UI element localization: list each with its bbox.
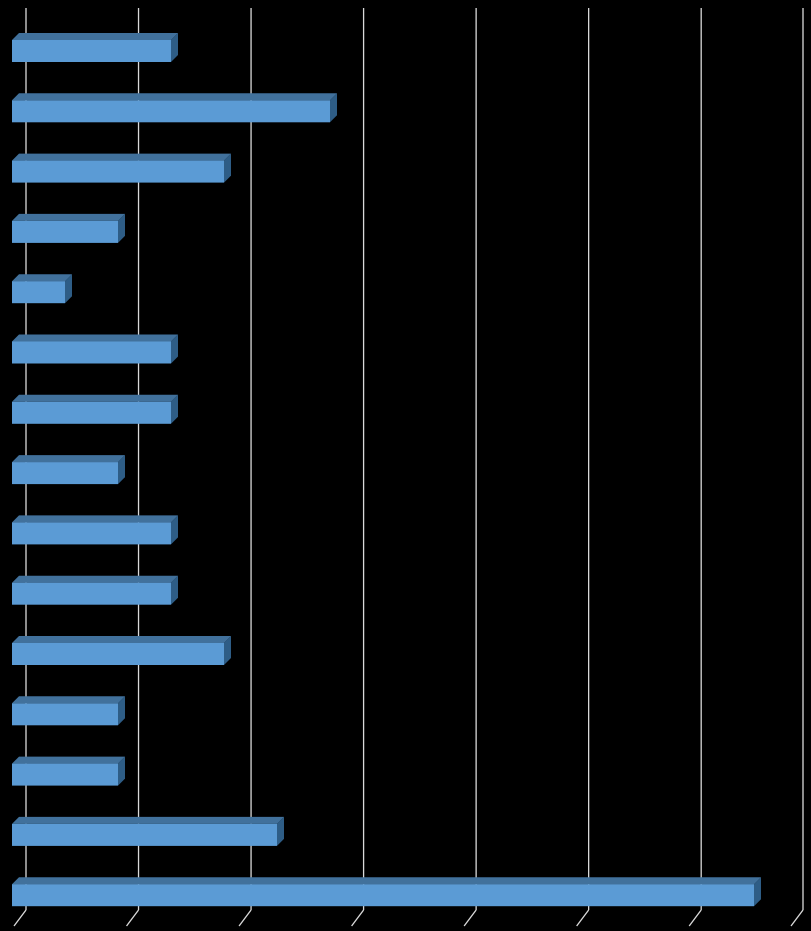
floor-tick-6 xyxy=(688,909,702,927)
bar-side-face xyxy=(65,274,72,304)
floor-tick-1 xyxy=(126,909,140,927)
bars xyxy=(12,33,761,907)
bar-8 xyxy=(12,455,125,485)
bar-top-face xyxy=(12,877,761,885)
bar-front-face xyxy=(12,823,277,846)
bar-5 xyxy=(12,274,72,304)
bar-1 xyxy=(12,33,178,62)
bar-side-face xyxy=(171,33,178,62)
bar-top-face xyxy=(12,274,72,282)
bar-front-face xyxy=(12,643,224,665)
bar-3 xyxy=(12,153,231,183)
bar-side-face xyxy=(118,455,125,485)
bar-side-face xyxy=(330,93,337,123)
bar-14 xyxy=(12,816,284,846)
bar-top-face xyxy=(12,394,178,402)
floor-tick-4 xyxy=(463,909,477,927)
floor-tick-7 xyxy=(790,909,804,927)
bar-side-face xyxy=(118,756,125,786)
bar-side-face xyxy=(754,877,761,907)
bar-side-face xyxy=(224,636,231,665)
bar-2 xyxy=(12,93,337,123)
bar-10 xyxy=(12,575,178,605)
bar-front-face xyxy=(12,281,65,304)
gridlines xyxy=(13,8,804,927)
bar-top-face xyxy=(12,33,178,40)
bar-top-face xyxy=(12,636,231,643)
bar-top-face xyxy=(12,455,125,463)
bar-side-face xyxy=(171,394,178,424)
bar-top-face xyxy=(12,153,231,161)
bar-top-face xyxy=(12,213,125,221)
floor-tick-0 xyxy=(13,909,27,927)
bar-6 xyxy=(12,334,178,364)
bar-front-face xyxy=(12,582,171,605)
bar-front-face xyxy=(12,763,118,786)
bar-top-face xyxy=(12,93,337,101)
floor-tick-5 xyxy=(576,909,590,927)
bar-side-face xyxy=(171,334,178,364)
bar-front-face xyxy=(12,401,171,424)
bar-front-face xyxy=(12,160,224,183)
bar-front-face xyxy=(12,522,171,545)
bar-top-face xyxy=(12,515,178,523)
bar-front-face xyxy=(12,40,171,62)
bar-front-face xyxy=(12,100,330,123)
bar-front-face xyxy=(12,884,754,907)
bar-15 xyxy=(12,877,761,907)
bar-side-face xyxy=(277,816,284,846)
bar-7 xyxy=(12,394,178,424)
bar-side-face xyxy=(171,575,178,605)
bar-9 xyxy=(12,515,178,545)
bar-top-face xyxy=(12,816,284,824)
bar-side-face xyxy=(118,696,125,726)
bar-13 xyxy=(12,756,125,786)
bar-top-face xyxy=(12,756,125,764)
floor-tick-2 xyxy=(238,909,252,927)
bar-side-face xyxy=(118,213,125,243)
bar-front-face xyxy=(12,341,171,364)
bar-front-face xyxy=(12,703,118,726)
floor-tick-3 xyxy=(351,909,365,927)
bar-top-face xyxy=(12,334,178,342)
bar-front-face xyxy=(12,220,118,243)
bar-front-face xyxy=(12,462,118,485)
bar-12 xyxy=(12,696,125,726)
bar-top-face xyxy=(12,696,125,704)
bar-side-face xyxy=(224,153,231,183)
bar-4 xyxy=(12,213,125,243)
bar-top-face xyxy=(12,575,178,583)
bar-side-face xyxy=(171,515,178,545)
bar-11 xyxy=(12,636,231,665)
